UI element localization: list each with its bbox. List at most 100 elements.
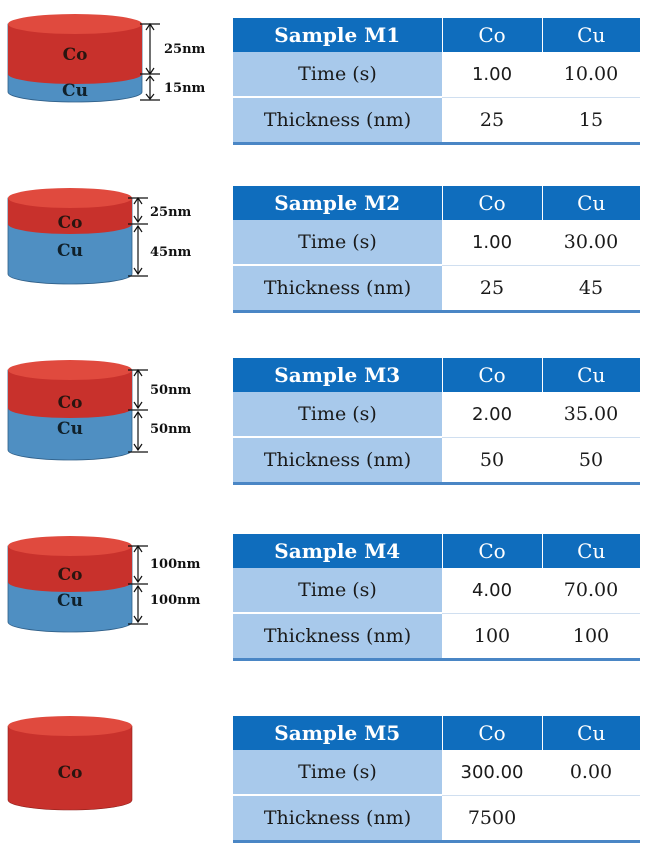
time-cu-value: 70.00: [542, 568, 640, 614]
time-co-value: 1.00: [442, 220, 542, 266]
thickness-label-top: 25nm: [150, 205, 192, 220]
table-header-row: Sample M5 Co Cu: [233, 716, 640, 750]
row-label-thickness: Thickness (nm): [233, 795, 442, 843]
layer-label-co: Co: [58, 763, 83, 783]
sample-name: Sample M2: [233, 186, 443, 220]
row-label-thickness: Thickness (nm): [233, 613, 442, 661]
sample-name: Sample M3: [233, 358, 443, 392]
sample-table-m5: Sample M5 Co Cu Time (s) 300.00 0.00 Thi…: [233, 716, 640, 843]
thickness-label-bottom: 45nm: [150, 245, 192, 260]
column-cu: Cu: [542, 358, 640, 392]
thickness-co-value: 7500: [442, 795, 542, 843]
cylinder-m3: [7, 360, 133, 461]
sample-name: Sample M5: [233, 716, 443, 750]
row-label-thickness: Thickness (nm): [233, 437, 442, 485]
thickness-label-bottom: 100nm: [150, 593, 201, 608]
time-cu-value: 30.00: [542, 220, 640, 266]
time-cu-value: 35.00: [542, 392, 640, 438]
sample-table-m2: Sample M2 Co Cu Time (s) 1.00 30.00 Thic…: [233, 186, 640, 313]
sample-m5: Co Sample M5 Co Cu Time (s) 300.00 0.00 …: [0, 716, 652, 843]
time-co-value: 2.00: [442, 392, 542, 438]
thickness-label-bottom: 50nm: [150, 422, 192, 437]
column-co: Co: [442, 716, 543, 750]
thickness-label-top: 50nm: [150, 383, 192, 398]
thickness-co-value: 25: [442, 265, 542, 313]
row-label-time: Time (s): [233, 220, 442, 266]
time-co-value: 1.00: [442, 52, 542, 98]
table-header-row: Sample M4 Co Cu: [233, 534, 640, 568]
column-co: Co: [442, 186, 543, 220]
layer-label-co: Co: [58, 393, 83, 413]
table-row-time: Time (s) 2.00 35.00: [233, 392, 640, 438]
thickness-cu-value: 15: [542, 97, 640, 145]
column-cu: Cu: [542, 18, 640, 52]
thickness-co-value: 50: [442, 437, 542, 485]
table-header-row: Sample M3 Co Cu: [233, 358, 640, 392]
thickness-co-value: 25: [442, 97, 542, 145]
thickness-label-bottom: 15nm: [164, 81, 206, 96]
layer-label-co: Co: [58, 213, 83, 233]
column-cu: Cu: [542, 716, 640, 750]
table-row-thickness: Thickness (nm) 7500: [233, 795, 640, 843]
thickness-co-value: 100: [442, 613, 542, 661]
sample-table-m1: Sample M1 Co Cu Time (s) 1.00 10.00 Thic…: [233, 18, 640, 145]
sample-name: Sample M4: [233, 534, 443, 568]
thickness-cu-value: [542, 795, 640, 843]
layer-label-cu: Cu: [57, 241, 83, 261]
sample-table-m3: Sample M3 Co Cu Time (s) 2.00 35.00 Thic…: [233, 358, 640, 485]
sample-m3: Co Cu 50nm 50nm Sample M3 Co Cu Time (s)…: [0, 358, 652, 485]
layer-label-cu: Cu: [62, 81, 88, 101]
time-cu-value: 0.00: [542, 750, 640, 796]
dimension-marks: [140, 22, 160, 101]
table-row-thickness: Thickness (nm) 100 100: [233, 613, 640, 661]
layer-diagram-m5: Co: [7, 716, 218, 826]
table-row-thickness: Thickness (nm) 25 45: [233, 265, 640, 313]
cylinder-m1: [7, 14, 143, 103]
layer-diagram-m1: Co Cu 25nm 15nm: [7, 14, 218, 124]
row-label-time: Time (s): [233, 568, 442, 614]
cylinder-m4: [7, 536, 133, 633]
table-row-time: Time (s) 4.00 70.00: [233, 568, 640, 614]
layer-label-co: Co: [63, 45, 88, 65]
layer-label-cu: Cu: [57, 591, 83, 611]
layer-diagram-m2: Co Cu 25nm 45nm: [7, 186, 218, 296]
column-cu: Cu: [542, 534, 640, 568]
sample-m2: Co Cu 25nm 45nm Sample M2 Co Cu Time (s)…: [0, 186, 652, 313]
dimension-marks: [128, 368, 148, 453]
sample-m4: Co Cu 100nm 100nm Sample M4 Co Cu Time (…: [0, 534, 652, 661]
layer-diagram-m4: Co Cu 100nm 100nm: [7, 534, 218, 644]
time-co-value: 4.00: [442, 568, 542, 614]
cylinder-m5: [7, 716, 133, 811]
sample-table-m4: Sample M4 Co Cu Time (s) 4.00 70.00 Thic…: [233, 534, 640, 661]
thickness-cu-value: 100: [542, 613, 640, 661]
thickness-label-top: 100nm: [150, 557, 201, 572]
column-co: Co: [442, 18, 543, 52]
row-label-time: Time (s): [233, 392, 442, 438]
column-co: Co: [442, 358, 543, 392]
row-label-time: Time (s): [233, 750, 442, 796]
table-row-time: Time (s) 1.00 10.00: [233, 52, 640, 98]
thickness-cu-value: 45: [542, 265, 640, 313]
sample-m1: Co Cu 25nm 15nm Sample M1 Co Cu Time (s)…: [0, 14, 652, 145]
row-label-thickness: Thickness (nm): [233, 97, 442, 145]
row-label-thickness: Thickness (nm): [233, 265, 442, 313]
sample-name: Sample M1: [233, 18, 443, 52]
table-row-time: Time (s) 1.00 30.00: [233, 220, 640, 266]
column-cu: Cu: [542, 186, 640, 220]
layer-diagram-m3: Co Cu 50nm 50nm: [7, 358, 218, 468]
table-header-row: Sample M2 Co Cu: [233, 186, 640, 220]
time-co-value: 300.00: [442, 750, 542, 796]
dimension-marks: [128, 544, 148, 625]
table-row-time: Time (s) 300.00 0.00: [233, 750, 640, 796]
layer-label-cu: Cu: [57, 419, 83, 439]
thickness-label-top: 25nm: [164, 42, 206, 57]
table-row-thickness: Thickness (nm) 50 50: [233, 437, 640, 485]
time-cu-value: 10.00: [542, 52, 640, 98]
layer-label-co: Co: [58, 565, 83, 585]
dimension-marks: [128, 196, 148, 277]
row-label-time: Time (s): [233, 52, 442, 98]
column-co: Co: [442, 534, 543, 568]
table-row-thickness: Thickness (nm) 25 15: [233, 97, 640, 145]
cylinder-m2: [7, 188, 133, 285]
thickness-cu-value: 50: [542, 437, 640, 485]
